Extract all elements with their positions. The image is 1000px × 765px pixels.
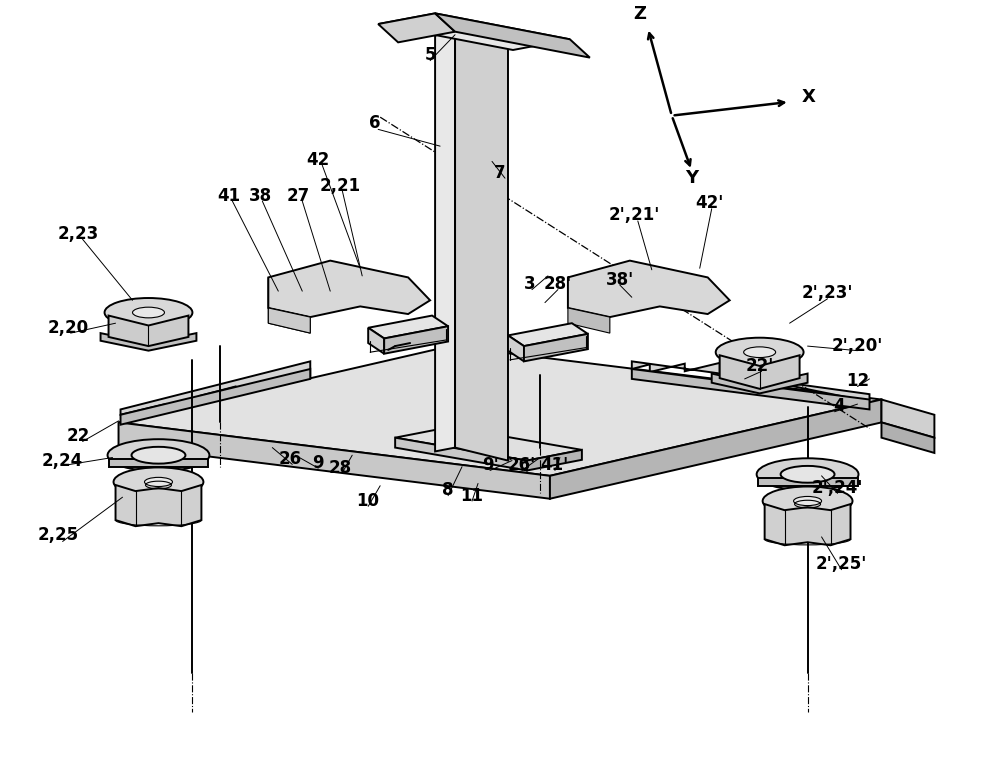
Polygon shape: [119, 346, 881, 476]
Text: 4: 4: [834, 396, 845, 415]
Polygon shape: [632, 369, 869, 409]
Text: 10: 10: [357, 492, 380, 510]
Ellipse shape: [132, 447, 185, 464]
Polygon shape: [268, 278, 310, 333]
Polygon shape: [395, 438, 527, 470]
Polygon shape: [881, 422, 934, 453]
Text: 26': 26': [508, 456, 536, 474]
Text: 2,24: 2,24: [42, 451, 83, 470]
Polygon shape: [268, 308, 310, 333]
Text: 2',21': 2',21': [609, 206, 660, 224]
Text: 11: 11: [461, 487, 484, 505]
Text: 6: 6: [369, 114, 381, 132]
Text: 22': 22': [745, 357, 774, 375]
Text: 9': 9': [482, 456, 498, 474]
Text: 22: 22: [67, 427, 90, 445]
Polygon shape: [378, 13, 570, 50]
Polygon shape: [121, 361, 310, 415]
Polygon shape: [568, 308, 610, 333]
Ellipse shape: [105, 298, 192, 327]
Polygon shape: [508, 323, 588, 346]
Text: 42': 42': [696, 194, 724, 213]
Polygon shape: [384, 326, 448, 353]
Ellipse shape: [781, 466, 835, 483]
Text: 2,20: 2,20: [48, 319, 89, 337]
Polygon shape: [109, 316, 188, 346]
Text: X: X: [802, 88, 815, 106]
Text: Y: Y: [685, 169, 698, 187]
Polygon shape: [119, 422, 550, 499]
Polygon shape: [378, 13, 455, 42]
Text: 2',25': 2',25': [816, 555, 867, 573]
Polygon shape: [568, 261, 730, 317]
Ellipse shape: [794, 496, 822, 506]
Ellipse shape: [763, 487, 853, 516]
Text: 12: 12: [846, 373, 869, 390]
Ellipse shape: [108, 439, 209, 471]
Polygon shape: [268, 261, 430, 317]
Ellipse shape: [144, 477, 172, 487]
Polygon shape: [109, 459, 208, 467]
Polygon shape: [712, 373, 808, 393]
Text: 2,23: 2,23: [58, 225, 99, 243]
Text: 2',24': 2',24': [812, 479, 863, 497]
Polygon shape: [368, 327, 384, 353]
Text: 41': 41': [540, 456, 568, 474]
Text: Z: Z: [633, 5, 646, 23]
Polygon shape: [116, 485, 201, 526]
Text: 27: 27: [287, 187, 310, 205]
Text: 26: 26: [279, 450, 302, 468]
Text: 28: 28: [329, 459, 352, 477]
Ellipse shape: [114, 467, 203, 496]
Polygon shape: [758, 478, 858, 486]
Text: 7: 7: [494, 164, 506, 182]
Polygon shape: [527, 450, 582, 470]
Text: 2',23': 2',23': [802, 284, 853, 301]
Ellipse shape: [133, 308, 164, 317]
Text: 41: 41: [217, 187, 240, 205]
Text: 5: 5: [424, 46, 436, 63]
Polygon shape: [632, 361, 869, 402]
Polygon shape: [765, 504, 851, 545]
Text: 2,25: 2,25: [38, 526, 79, 545]
Polygon shape: [508, 335, 524, 361]
Polygon shape: [121, 369, 310, 425]
Polygon shape: [435, 13, 590, 57]
Text: 38': 38': [606, 271, 634, 288]
Ellipse shape: [757, 458, 859, 490]
Polygon shape: [524, 334, 588, 361]
Text: 2',20': 2',20': [832, 337, 883, 355]
Text: 38: 38: [249, 187, 272, 205]
Polygon shape: [720, 355, 800, 389]
Text: 8: 8: [442, 480, 454, 499]
Polygon shape: [395, 427, 582, 461]
Text: 3: 3: [524, 275, 536, 292]
Text: 9: 9: [312, 454, 324, 472]
Polygon shape: [101, 333, 196, 350]
Ellipse shape: [716, 337, 804, 366]
Polygon shape: [435, 31, 455, 451]
Ellipse shape: [744, 347, 776, 357]
Polygon shape: [455, 31, 508, 461]
Text: 2,21: 2,21: [320, 177, 361, 195]
Text: 42: 42: [307, 151, 330, 169]
Polygon shape: [881, 399, 934, 438]
Polygon shape: [368, 316, 448, 338]
Polygon shape: [550, 399, 881, 499]
Text: 28': 28': [544, 275, 572, 292]
